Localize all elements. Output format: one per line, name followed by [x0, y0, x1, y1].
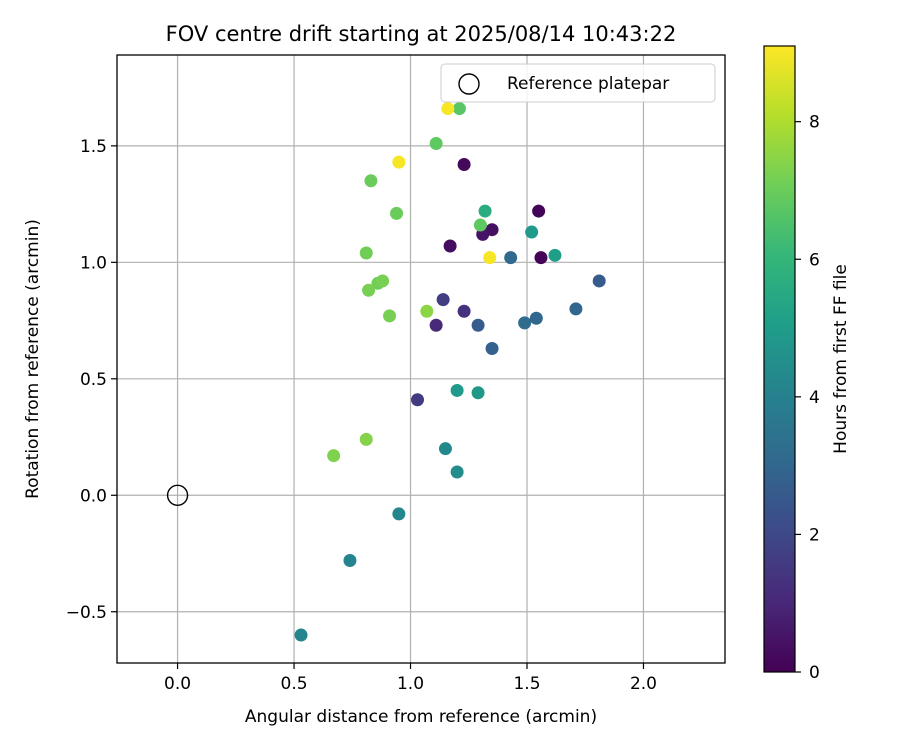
x-axis-label: Angular distance from reference (arcmin): [245, 707, 597, 727]
data-point: [376, 274, 390, 288]
data-point: [362, 283, 376, 297]
data-point: [392, 507, 406, 521]
x-tick-label: 1.0: [397, 674, 424, 694]
y-tick-label: −0.5: [66, 603, 107, 623]
x-axis-ticks: 0.0 0.5 1.0 1.5 2.0: [164, 663, 657, 694]
legend-box: [440, 63, 716, 103]
legend-reference-marker: [458, 73, 480, 95]
legend: Reference platepar: [440, 63, 716, 103]
y-tick-label: 1.5: [80, 137, 107, 157]
x-tick-label: 0.0: [164, 674, 191, 694]
colorbar-tick-label: 4: [809, 388, 820, 408]
colorbar-tick-label: 2: [809, 525, 820, 545]
x-tick-label: 0.5: [281, 674, 308, 694]
colorbar-label: Hours from first FF file: [831, 264, 851, 454]
data-point: [343, 554, 357, 568]
data-point: [294, 628, 308, 642]
data-point: [450, 465, 464, 479]
reference-platepar-marker: [166, 484, 189, 506]
y-tick-label: 1.0: [80, 253, 107, 273]
colorbar: [763, 45, 796, 673]
data-point: [429, 137, 443, 151]
data-point: [429, 318, 443, 332]
data-point: [529, 311, 543, 325]
x-tick-label: 1.5: [513, 674, 540, 694]
data-point: [452, 102, 466, 116]
grid: [117, 55, 725, 663]
y-tick-label: 0.5: [80, 370, 107, 390]
data-point: [471, 386, 485, 400]
colorbar-tick-label: 0: [809, 663, 820, 683]
data-point: [359, 246, 373, 260]
data-point: [471, 318, 485, 332]
data-point: [534, 251, 548, 265]
data-point: [411, 393, 425, 407]
data-point: [483, 251, 497, 265]
chart-title: FOV centre drift starting at 2025/08/14 …: [166, 22, 677, 46]
y-axis-ticks: −0.5 0.0 0.5 1.0 1.5: [66, 137, 117, 623]
data-point: [327, 449, 341, 463]
data-points: [294, 102, 606, 642]
data-point: [450, 383, 464, 397]
colorbar-tick-label: 8: [809, 113, 820, 133]
y-axis-label: Rotation from reference (arcmin): [23, 219, 43, 499]
colorbar-tick-label: 6: [809, 250, 820, 270]
data-point: [441, 102, 455, 116]
data-point: [473, 218, 487, 232]
data-point: [420, 304, 434, 318]
data-point: [457, 304, 471, 318]
data-point: [364, 174, 378, 188]
data-point: [518, 316, 532, 330]
data-point: [359, 432, 373, 446]
data-point: [485, 342, 499, 356]
data-point: [390, 206, 404, 220]
data-point: [392, 155, 406, 169]
plot-frame: [116, 54, 726, 664]
data-point: [438, 442, 452, 456]
data-point: [548, 248, 562, 262]
data-point: [436, 293, 450, 307]
data-point: [383, 309, 397, 323]
data-point: [592, 274, 606, 288]
data-point: [443, 239, 457, 253]
x-tick-label: 2.0: [630, 674, 657, 694]
y-tick-label: 0.0: [80, 486, 107, 506]
data-point: [478, 204, 492, 218]
data-point: [532, 204, 546, 218]
reference-marker-group: [166, 484, 189, 506]
colorbar-ticks: 0 2 4 6 8: [795, 113, 820, 683]
data-point: [457, 157, 471, 171]
legend-label: Reference platepar: [507, 74, 669, 94]
data-point: [569, 302, 583, 316]
data-point: [504, 251, 518, 265]
data-point: [525, 225, 539, 239]
